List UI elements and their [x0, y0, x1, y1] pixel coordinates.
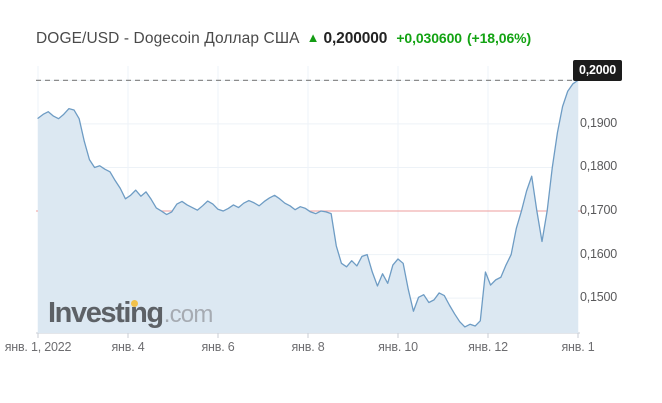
date-axis-tick-label: янв. 8 — [291, 340, 325, 354]
date-axis-tick-label: янв. 4 — [111, 340, 145, 354]
change-absolute: +0,030600 — [396, 30, 462, 46]
date-axis-tick-label: янв. 1, 2022 — [4, 340, 72, 354]
price-chart[interactable] — [0, 60, 662, 360]
date-axis-tick-label: янв. 12 — [468, 340, 508, 354]
change-percent: (+18,06%) — [466, 30, 532, 46]
price-area-fill — [38, 80, 578, 333]
last-price: 0,200000 — [323, 30, 388, 47]
date-axis-tick-label: янв. 1 — [561, 340, 595, 354]
watermark-dot-icon — [131, 300, 138, 307]
quote-header: DOGE/USD - Dogecoin Доллар США ▲ 0,20000… — [36, 31, 531, 47]
date-axis-tick-label: янв. 6 — [201, 340, 235, 354]
instrument-name: DOGE/USD - Dogecoin Доллар США — [36, 30, 300, 47]
price-axis-tick-label: 0,1800 — [580, 159, 618, 174]
date-axis-tick-label: янв. 10 — [378, 340, 418, 354]
investing-watermark: Investing .com — [48, 299, 213, 328]
price-line — [37, 79, 579, 328]
arrow-up-icon: ▲ — [306, 30, 320, 45]
price-axis-tick-label: 0,1500 — [580, 290, 618, 305]
x-axis-tick-marks — [37, 333, 579, 338]
price-axis-tick-label: 0,1900 — [580, 115, 618, 130]
date-axis: янв. 1, 2022 янв. 4 янв. 6 янв. 8 янв. 10 янв… — [0, 340, 662, 364]
watermark-suffix: .com — [163, 301, 214, 328]
current-price-badge: 0,2000 — [573, 60, 623, 81]
price-axis: 0,2000 0,1900 0,1800 0,1700 0,1600 0,1500 — [573, 60, 662, 340]
price-chart-svg[interactable] — [0, 60, 662, 360]
price-axis-tick-label: 0,1600 — [580, 246, 618, 261]
price-axis-tick-label: 0,1700 — [580, 203, 618, 218]
watermark-brand: Investing — [48, 297, 164, 329]
